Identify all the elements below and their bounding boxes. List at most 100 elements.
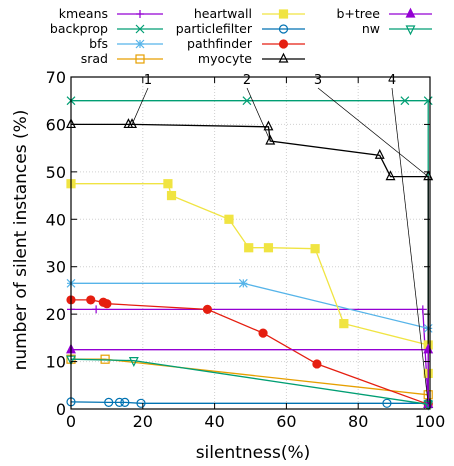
- legend-label: heartwall: [194, 6, 252, 21]
- x-tick-label: 100: [415, 412, 446, 431]
- legend-label: nw: [362, 21, 380, 36]
- series-particlefilter: [66, 397, 433, 408]
- annotation-arrow: [131, 87, 149, 125]
- series-line-heartwall: [71, 183, 429, 374]
- data-point: [265, 134, 276, 145]
- data-point: [128, 357, 139, 367]
- y-axis-label: number of silent instances (%): [11, 110, 31, 371]
- data-point: [120, 397, 130, 407]
- legend-label: kmeans: [59, 6, 108, 21]
- annotation-arrow: [391, 87, 429, 405]
- axes: 0 20 40 60 80 100 0 10 20 30 40 50 60 70: [46, 68, 446, 431]
- annotation-arrow: [317, 87, 429, 177]
- data-point: [263, 243, 274, 253]
- series-line-srad: [71, 358, 429, 396]
- plot-frame: [70, 76, 431, 410]
- series-line-bfs: [71, 282, 429, 330]
- data-point: [100, 354, 110, 364]
- series-line-particlefilter: [70, 401, 429, 404]
- data-point: [258, 328, 268, 338]
- legend-item-b-tree: b+tree: [336, 6, 432, 21]
- data-point: [163, 179, 173, 189]
- series-line-myocyte: [71, 123, 429, 405]
- series-pathfinder: [66, 295, 433, 409]
- annotations: 1 2 3 4: [131, 73, 429, 405]
- data-point: [114, 397, 125, 407]
- x-tick-label: 60: [276, 412, 296, 431]
- legend-marker: [278, 39, 289, 49]
- annotation-label: 3: [314, 73, 322, 88]
- series-nw: [66, 355, 434, 411]
- legend-label: backprop: [50, 21, 108, 36]
- data-point: [86, 295, 96, 305]
- data-point: [385, 170, 396, 181]
- annotation-label: 4: [388, 73, 396, 88]
- legend-item-heartwall: heartwall: [194, 6, 305, 21]
- data-point: [224, 214, 234, 224]
- data-point: [339, 319, 349, 329]
- series-line-kmeans: [71, 308, 429, 405]
- data-point: [238, 278, 248, 288]
- plot-area: [66, 96, 434, 411]
- legend-marker: [135, 39, 145, 49]
- data-point: [312, 359, 322, 369]
- legend-marker: [278, 24, 289, 34]
- data-point: [423, 96, 433, 106]
- legend-label: pathfinder: [187, 36, 253, 51]
- legend-item-pathfinder: pathfinder: [187, 36, 305, 51]
- legend-label: particlefilter: [176, 21, 253, 36]
- legend-item-myocyte: myocyte: [198, 51, 305, 66]
- y-tick-label: 10: [46, 353, 66, 372]
- legend-marker: [135, 24, 145, 34]
- data-point: [400, 96, 410, 106]
- legend-item-srad: srad: [81, 51, 163, 66]
- data-point: [418, 305, 427, 314]
- y-tick-label: 50: [46, 163, 66, 182]
- series-myocyte: [66, 118, 434, 408]
- legend-item-bfs: bfs: [89, 36, 163, 51]
- data-point: [127, 118, 138, 129]
- x-tick-label: 0: [66, 412, 76, 431]
- data-point: [92, 305, 101, 314]
- y-tick-label: 0: [56, 400, 66, 419]
- series-line-nw: [70, 358, 429, 405]
- annotation-label: 1: [144, 73, 152, 88]
- y-tick-label: 40: [46, 210, 66, 229]
- series-bfs: [66, 278, 433, 333]
- y-tick-label: 60: [46, 115, 66, 134]
- data-point: [136, 398, 146, 408]
- legend-marker: [136, 10, 144, 18]
- data-point: [242, 96, 252, 106]
- legend-label: srad: [81, 51, 108, 66]
- legend-marker: [278, 9, 289, 19]
- x-tick-label: 40: [204, 412, 224, 431]
- legend-marker: [405, 25, 416, 36]
- x-tick-label: 20: [133, 412, 153, 431]
- annotation-arrow: [246, 87, 271, 142]
- legend-label: b+tree: [336, 6, 380, 21]
- y-tick-label: 70: [46, 68, 66, 87]
- legend-label: bfs: [89, 36, 108, 51]
- legend-item-kmeans: kmeans: [59, 6, 163, 21]
- data-point: [166, 190, 177, 201]
- legend-item-backprop: backprop: [50, 21, 163, 36]
- legend-marker: [405, 7, 416, 18]
- series-line-backprop: [71, 100, 429, 405]
- annotation-label: 2: [243, 73, 251, 88]
- legend-item-particlefilter: particlefilter: [176, 21, 305, 36]
- data-point: [374, 148, 385, 159]
- data-point: [382, 398, 392, 408]
- data-point: [104, 397, 114, 407]
- legend-marker: [278, 52, 289, 63]
- data-point: [310, 244, 320, 254]
- legend-label: myocyte: [198, 51, 252, 66]
- x-axis-label: silentness(%): [196, 443, 311, 463]
- series-b-tree: [66, 343, 434, 408]
- series-heartwall: [66, 179, 433, 379]
- data-point: [202, 304, 213, 314]
- data-point: [244, 243, 254, 253]
- series-kmeans: [67, 305, 433, 409]
- y-tick-label: 30: [46, 258, 66, 277]
